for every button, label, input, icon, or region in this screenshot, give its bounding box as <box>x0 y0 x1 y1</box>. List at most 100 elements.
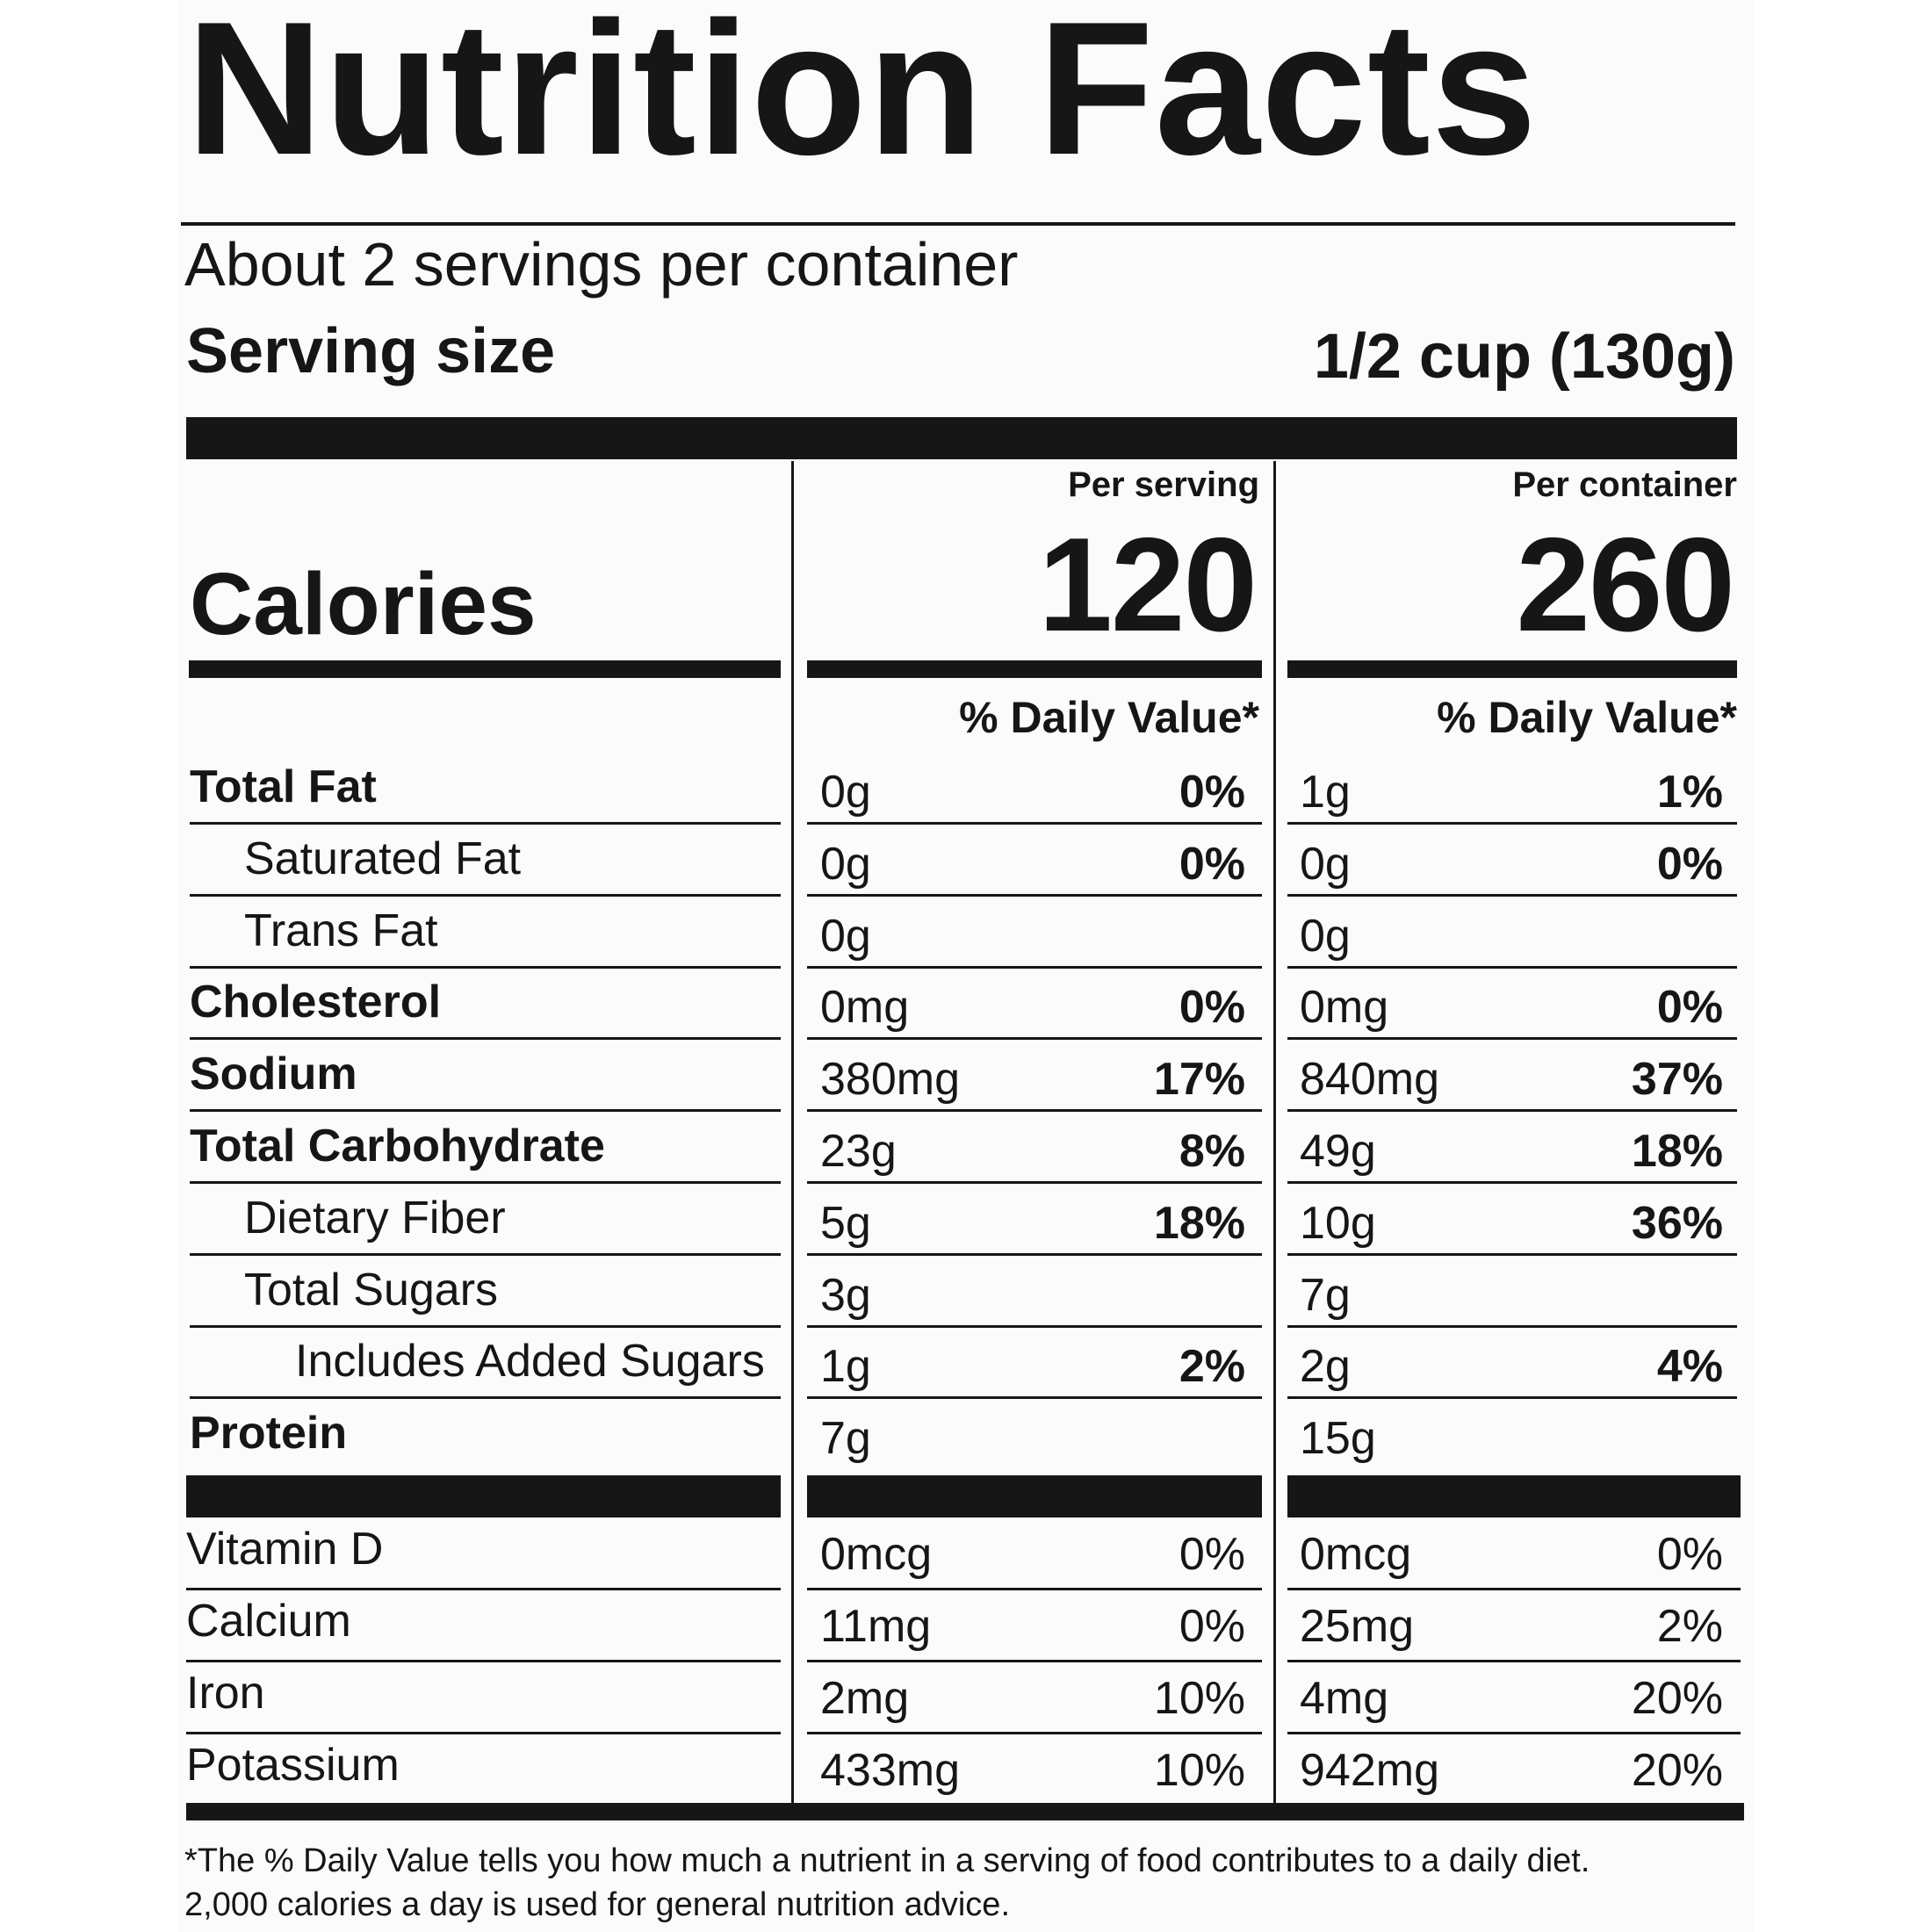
row-divider <box>190 1109 781 1113</box>
nutrient-name: Dietary Fiber <box>244 1192 506 1244</box>
serving-amount: 5g <box>820 1197 871 1249</box>
container-amount: 4mg <box>1300 1673 1389 1724</box>
vitamin-name: Potassium <box>186 1740 400 1791</box>
row-divider <box>1287 1037 1737 1041</box>
row-divider <box>1287 965 1737 969</box>
nutrient-name: Saturated Fat <box>244 833 522 884</box>
container-daily-value: 0% <box>1656 982 1723 1034</box>
vitamin-name: Iron <box>186 1668 265 1719</box>
row-divider <box>807 893 1262 897</box>
footnote-line-1: *The % Daily Value tells you how much a … <box>184 1842 1590 1879</box>
serving-daily-value: 10% <box>1153 1745 1245 1796</box>
row-divider <box>1287 1252 1737 1256</box>
row-divider <box>186 1588 781 1590</box>
footer-thick-rule <box>186 1803 1744 1820</box>
container-amount: 2g <box>1300 1341 1351 1393</box>
row-divider <box>190 1324 781 1328</box>
serving-amount: 3g <box>820 1269 871 1321</box>
row-divider <box>807 1396 1262 1400</box>
calories-per-container: 260 <box>1516 510 1735 660</box>
row-divider <box>807 1037 1262 1041</box>
row-divider <box>186 1732 781 1734</box>
daily-value-header-container: % Daily Value* <box>1437 693 1737 742</box>
serving-amount: 433mg <box>820 1745 960 1796</box>
container-daily-value: 36% <box>1631 1197 1723 1249</box>
container-amount: 0mg <box>1300 982 1389 1034</box>
nutrient-name: Cholesterol <box>190 977 442 1028</box>
container-daily-value: 4% <box>1656 1341 1723 1393</box>
serving-amount: 11mg <box>820 1601 932 1652</box>
nutrient-name: Total Fat <box>190 761 377 812</box>
serving-amount: 0g <box>820 910 871 962</box>
calories-label: Calories <box>190 555 537 653</box>
container-amount: 0g <box>1300 910 1351 962</box>
container-amount: 942mg <box>1300 1745 1439 1796</box>
serving-daily-value: 10% <box>1153 1673 1245 1724</box>
calories-rule-2 <box>807 660 1262 678</box>
row-divider <box>1287 1732 1741 1734</box>
nutrient-name: Protein <box>190 1408 348 1460</box>
serving-daily-value: 0% <box>1179 767 1245 818</box>
container-amount: 10g <box>1300 1197 1376 1249</box>
row-divider <box>1287 1660 1741 1662</box>
row-divider <box>1287 822 1737 825</box>
row-divider <box>807 965 1262 969</box>
row-divider <box>1287 1588 1741 1590</box>
calories-per-serving: 120 <box>1038 510 1258 660</box>
row-divider <box>1287 1181 1737 1184</box>
container-amount: 840mg <box>1300 1054 1439 1106</box>
row-divider <box>807 1109 1262 1113</box>
container-amount: 0mcg <box>1300 1529 1412 1580</box>
row-divider <box>186 1660 781 1662</box>
row-divider <box>190 1181 781 1184</box>
per-container-header: Per container <box>1512 465 1737 504</box>
serving-daily-value: 18% <box>1153 1197 1245 1249</box>
row-divider <box>807 1732 1262 1734</box>
container-daily-value: 0% <box>1656 1529 1723 1580</box>
vitamin-thick-rule-3 <box>1287 1475 1741 1517</box>
serving-daily-value: 0% <box>1179 1529 1245 1580</box>
calories-rule-1 <box>189 660 781 678</box>
row-divider <box>807 1588 1262 1590</box>
row-divider <box>807 1181 1262 1184</box>
vitamin-thick-rule-2 <box>807 1475 1262 1517</box>
nutrient-name: Total Sugars <box>244 1264 499 1316</box>
nutrient-name: Total Carbohydrate <box>190 1121 605 1171</box>
row-divider <box>807 822 1262 825</box>
serving-amount: 0g <box>820 838 871 890</box>
row-divider <box>190 1252 781 1256</box>
container-amount: 7g <box>1300 1269 1351 1321</box>
footnote-line-2: 2,000 calories a day is used for general… <box>184 1886 1010 1923</box>
nutrient-name: Sodium <box>190 1049 357 1100</box>
row-divider <box>1287 1109 1737 1113</box>
serving-amount: 2mg <box>820 1673 910 1724</box>
container-amount: 0g <box>1300 838 1351 890</box>
container-amount: 1g <box>1300 767 1351 818</box>
label-title: Nutrition Facts <box>186 0 1539 194</box>
serving-daily-value: 0% <box>1179 838 1245 890</box>
column-divider-1 <box>791 461 794 1803</box>
container-daily-value: 1% <box>1656 767 1723 818</box>
container-amount: 15g <box>1300 1413 1376 1465</box>
row-divider <box>807 1324 1262 1328</box>
nutrient-name: Includes Added Sugars <box>295 1336 765 1388</box>
container-amount: 25mg <box>1300 1601 1415 1652</box>
container-daily-value: 20% <box>1631 1673 1723 1724</box>
row-divider <box>1287 1396 1737 1400</box>
serving-amount: 0mg <box>820 982 910 1034</box>
calories-rule-3 <box>1287 660 1737 678</box>
serving-amount: 0g <box>820 767 871 818</box>
title-rule <box>181 222 1735 226</box>
row-divider <box>190 1396 781 1400</box>
serving-amount: 23g <box>820 1126 897 1177</box>
vitamin-thick-rule-1 <box>186 1475 781 1517</box>
row-divider <box>190 893 781 897</box>
serving-amount: 1g <box>820 1341 871 1393</box>
container-amount: 49g <box>1300 1126 1376 1177</box>
row-divider <box>190 822 781 825</box>
serving-amount: 7g <box>820 1413 871 1465</box>
container-daily-value: 18% <box>1631 1126 1723 1177</box>
serving-amount: 0mcg <box>820 1529 933 1580</box>
serving-amount: 380mg <box>820 1054 960 1106</box>
serving-daily-value: 2% <box>1179 1341 1245 1393</box>
